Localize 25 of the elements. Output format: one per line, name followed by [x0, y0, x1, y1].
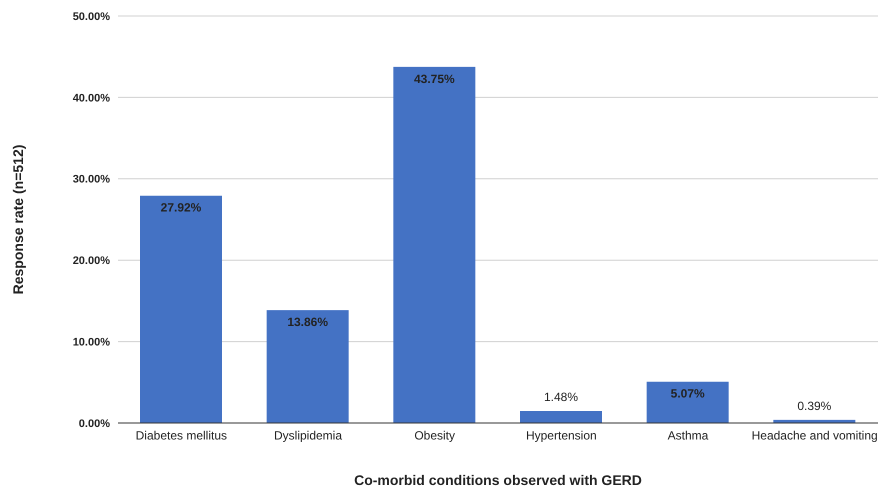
data-label: 0.39%: [797, 398, 832, 413]
bar: [393, 66, 476, 423]
x-tick-label: Headache and vomiting: [752, 428, 878, 443]
y-tick-label: 50.00%: [72, 10, 110, 23]
x-tick-label: Obesity: [414, 428, 456, 443]
bar: [266, 310, 349, 423]
x-tick-label: Diabetes mellitus: [136, 428, 228, 443]
y-tick-label: 10.00%: [72, 336, 110, 349]
y-tick-label: 30.00%: [72, 174, 110, 186]
data-label: 13.86%: [287, 315, 328, 330]
data-label: 5.07%: [670, 386, 706, 401]
bar: [520, 410, 602, 423]
data-label: 1.48%: [544, 390, 578, 404]
y-tick-label: 0.00%: [78, 418, 110, 430]
x-tick-label: Asthma: [668, 428, 709, 443]
bar: [140, 196, 222, 423]
y-tick-label: 20.00%: [72, 255, 110, 268]
data-label: 27.92%: [160, 200, 202, 215]
data-label: 43.75%: [414, 72, 456, 86]
y-tick-label: 40.00%: [72, 92, 110, 104]
x-tick-label: Dyslipidemia: [274, 428, 342, 443]
y-axis-title: Response rate (n=512): [10, 144, 26, 294]
x-tick-label: Hypertension: [526, 428, 597, 443]
bar: [646, 382, 729, 423]
x-axis-title: Co-morbid conditions observed with GERD: [354, 472, 642, 488]
